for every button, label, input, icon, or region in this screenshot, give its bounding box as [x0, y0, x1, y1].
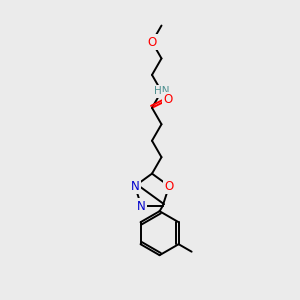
Text: O: O — [147, 35, 157, 49]
Text: O: O — [164, 180, 174, 193]
Text: HN: HN — [154, 86, 169, 96]
Text: O: O — [164, 93, 173, 106]
Text: N: N — [137, 200, 146, 213]
Text: N: N — [130, 180, 139, 193]
